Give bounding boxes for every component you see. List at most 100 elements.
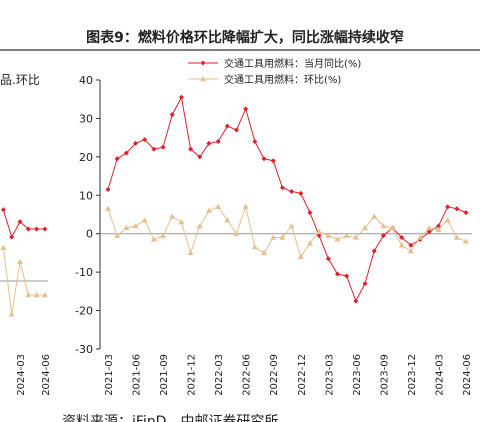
marker	[371, 248, 377, 254]
marker	[243, 106, 249, 112]
marker	[270, 234, 277, 240]
x-tick-label: 2023-12	[407, 354, 418, 396]
marker	[353, 298, 359, 304]
marker	[261, 156, 267, 162]
marker	[41, 292, 48, 298]
marker	[132, 223, 139, 229]
marker	[169, 112, 175, 118]
y-tick-label: 10	[79, 189, 93, 202]
x-tick-label: 2023-06	[352, 354, 363, 396]
marker	[234, 127, 240, 133]
marker	[200, 76, 206, 82]
marker	[362, 224, 369, 231]
x-tick-label: 2022-09	[269, 354, 280, 396]
marker	[142, 137, 148, 143]
marker	[352, 234, 359, 240]
marker	[399, 235, 405, 241]
marker	[123, 224, 130, 231]
marker	[123, 150, 129, 156]
series-line	[2, 209, 45, 239]
marker	[160, 144, 166, 150]
x-tick-label: 2021-03	[104, 354, 115, 396]
legend-text: 品.环比	[0, 73, 40, 87]
marker	[160, 232, 167, 238]
marker	[224, 217, 231, 223]
marker	[105, 205, 111, 211]
x-tick-label: 2022-12	[297, 354, 308, 396]
marker	[288, 223, 295, 229]
x-tick-label: 2023-09	[379, 354, 390, 396]
marker	[188, 146, 194, 152]
marker	[408, 242, 414, 248]
marker	[17, 219, 23, 225]
marker	[206, 140, 212, 146]
marker	[279, 234, 286, 240]
x-tick-label: 2022-03	[214, 354, 225, 396]
marker	[435, 223, 441, 229]
legend-label: 交通工具用燃料：环比(%)	[224, 73, 341, 86]
marker	[407, 248, 414, 254]
marker	[25, 292, 32, 298]
series-line	[107, 204, 467, 258]
marker	[417, 234, 424, 240]
marker	[297, 253, 304, 259]
marker	[426, 224, 433, 231]
marker	[224, 123, 230, 129]
marker	[34, 226, 40, 232]
marker	[114, 232, 121, 238]
y-tick-label: 20	[79, 151, 93, 164]
marker	[298, 190, 304, 196]
marker	[463, 210, 469, 216]
marker	[344, 273, 350, 279]
marker	[279, 185, 285, 191]
y-tick-label: -10	[75, 266, 93, 279]
marker	[316, 228, 323, 234]
marker	[9, 234, 15, 240]
marker	[389, 224, 396, 231]
x-tick-label: 2023-03	[324, 354, 335, 396]
marker	[316, 233, 322, 239]
source: 资料来源：iFinD，中邮证券研究所	[62, 414, 278, 422]
marker	[8, 311, 15, 317]
marker	[306, 240, 313, 246]
legend-label: 交通工具用燃料：当月同比(%)	[224, 57, 361, 70]
marker	[453, 234, 460, 240]
marker	[444, 217, 451, 223]
marker	[463, 238, 469, 244]
marker	[233, 230, 240, 236]
y-tick-label: -30	[75, 343, 93, 356]
y-tick-label: -20	[75, 305, 93, 318]
marker	[426, 229, 432, 235]
marker	[205, 207, 212, 213]
marker	[435, 226, 442, 233]
marker	[242, 203, 249, 210]
marker	[33, 292, 40, 298]
x-tick-label: 2024-06	[41, 354, 52, 396]
marker	[187, 249, 194, 256]
marker	[215, 203, 222, 210]
marker	[178, 94, 184, 100]
marker	[371, 213, 378, 219]
marker	[197, 154, 203, 160]
marker	[25, 226, 31, 232]
x-tick-label: 2021-06	[132, 354, 143, 396]
chart-title: 图表9：燃料价格环比降幅扩大，同比涨幅持续收窄	[86, 29, 404, 46]
marker	[200, 60, 206, 66]
marker	[0, 207, 6, 213]
marker	[251, 244, 258, 250]
marker	[252, 138, 258, 144]
marker	[0, 244, 7, 250]
marker	[196, 223, 203, 229]
x-tick-label: 2024-03	[16, 354, 27, 396]
marker	[178, 219, 185, 225]
marker	[114, 156, 120, 162]
marker	[380, 233, 386, 239]
marker	[334, 236, 341, 242]
marker	[362, 281, 368, 287]
marker	[343, 232, 350, 238]
marker	[105, 187, 111, 193]
y-tick-label: 30	[79, 112, 93, 125]
x-tick-label: 2022-06	[242, 354, 253, 396]
y-tick-label: 40	[79, 74, 93, 87]
